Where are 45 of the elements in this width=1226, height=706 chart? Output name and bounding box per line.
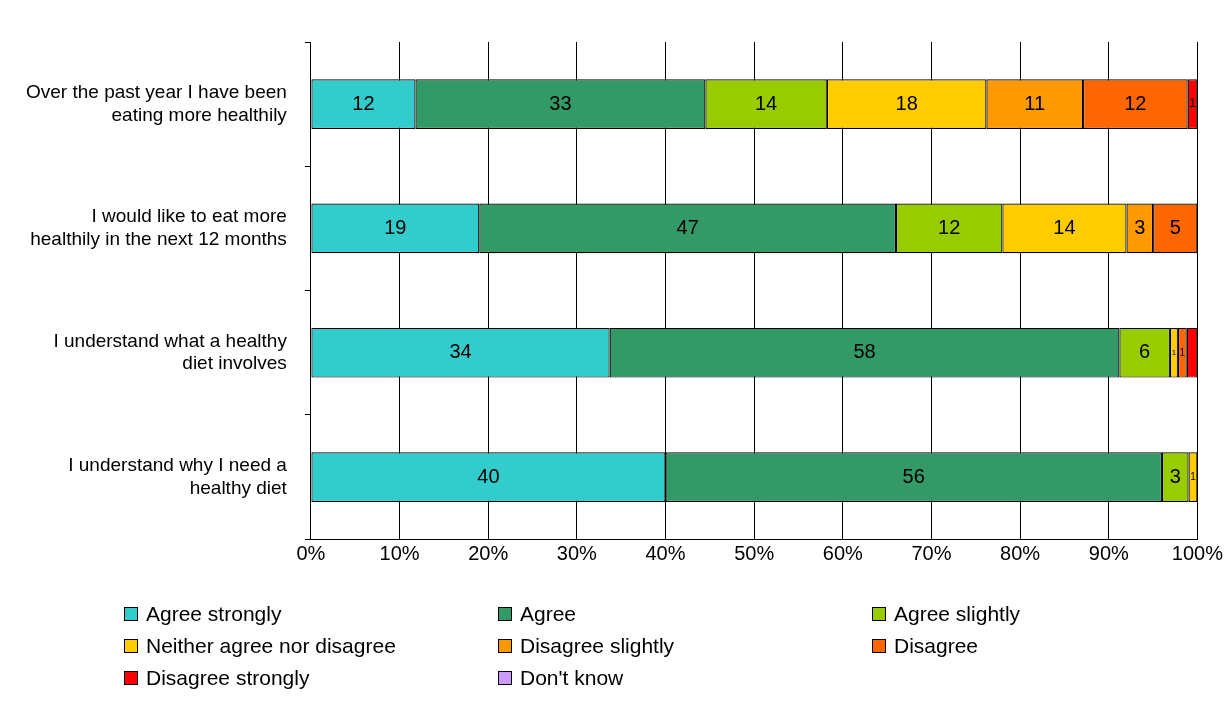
x-tick-label: 90%	[1088, 541, 1129, 564]
data-label: 33	[549, 91, 572, 114]
x-tick-label: 70%	[911, 541, 952, 564]
data-label: 11	[1024, 91, 1046, 114]
x-tick-label: 10%	[379, 541, 420, 564]
y-tick-label: I understand why I need a healthy diet	[68, 453, 288, 498]
legend-label: Neither agree nor disagree	[146, 634, 396, 658]
legend-label: Disagree strongly	[146, 666, 310, 690]
data-label: 1	[1171, 347, 1177, 357]
data-label: 12	[1124, 91, 1147, 114]
x-tick-label: 20%	[468, 541, 509, 564]
x-tick-label: 40%	[645, 541, 686, 564]
legend-label: Disagree	[894, 634, 979, 658]
data-label: 34	[449, 340, 472, 363]
legend-label: Agree	[520, 602, 577, 626]
data-label: 18	[895, 91, 918, 114]
legend-label: Agree slightly	[894, 602, 1021, 626]
data-label: 58	[853, 340, 876, 363]
data-label: 19	[384, 215, 407, 238]
data-label: 1	[1189, 96, 1197, 111]
data-label: 12	[352, 91, 375, 114]
data-label: 47	[676, 215, 699, 238]
data-label: 5	[1169, 215, 1181, 238]
legend-label: Agree strongly	[146, 602, 282, 626]
data-label: 14	[754, 91, 778, 114]
y-tick-label: I understand what a healthy diet involves	[53, 329, 288, 374]
x-tick-label: 80%	[1000, 541, 1041, 564]
legend-label: Disagree slightly	[520, 634, 675, 658]
data-label: 6	[1139, 340, 1151, 363]
data-label: 1	[1190, 470, 1197, 482]
data-label: 1	[1179, 346, 1186, 358]
x-tick-label: 0%	[296, 541, 326, 564]
data-label: 12	[938, 215, 961, 238]
y-tick-label: I would like to eat more healthily in the next 12 months	[30, 205, 287, 250]
x-tick-label: 100%	[1171, 541, 1224, 564]
data-label: 3	[1134, 215, 1146, 238]
data-label: 3	[1169, 464, 1181, 487]
x-tick-label: 50%	[734, 541, 775, 564]
legend-label: Don't know	[520, 666, 624, 690]
x-tick-label: 60%	[822, 541, 864, 564]
data-label: 40	[477, 464, 500, 487]
data-label: 56	[902, 464, 925, 487]
data-label: 14	[1053, 215, 1076, 238]
x-tick-label: 30%	[556, 541, 598, 564]
y-tick-label: Over the past year I have been eating more healthily	[25, 80, 288, 125]
